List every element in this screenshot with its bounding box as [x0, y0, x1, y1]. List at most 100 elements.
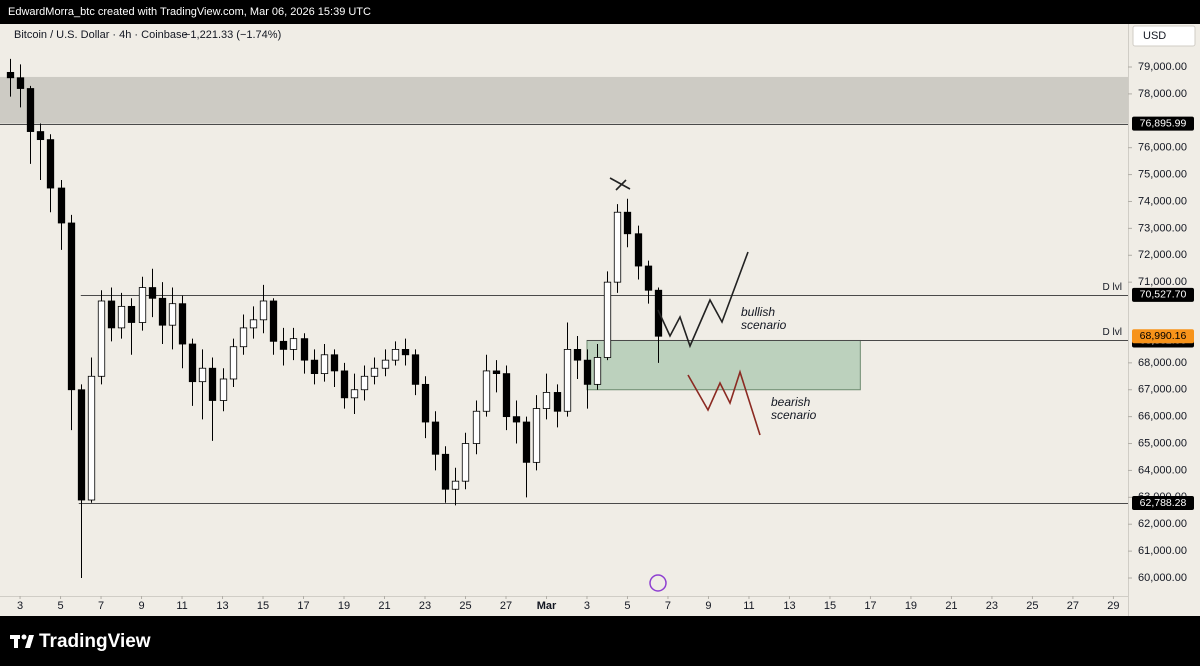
- zone: [586, 339, 861, 391]
- y-tick-label: 65,000.00: [1138, 437, 1187, 449]
- candle-body: [482, 370, 491, 412]
- candle-body: [310, 359, 319, 375]
- candle-body: [603, 281, 612, 358]
- candle-body: [350, 389, 359, 399]
- x-tick-label: 27: [500, 600, 512, 612]
- level-note: D lvl: [1103, 327, 1122, 338]
- attribution: EdwardMorra_btc created with TradingView…: [8, 6, 371, 18]
- candle-body: [573, 349, 582, 361]
- y-tick-label: 78,000.00: [1138, 88, 1187, 100]
- price-badge-label: 62,788.28: [1140, 497, 1187, 509]
- x-tick-label: 17: [864, 600, 876, 612]
- candle-body: [613, 211, 622, 283]
- candle-body: [127, 305, 136, 323]
- x-tick-label: 7: [665, 600, 671, 612]
- y-tick-label: 68,000.00: [1138, 357, 1187, 369]
- price-badge: [1132, 496, 1194, 511]
- candle-body: [46, 139, 55, 189]
- x-tick-label: 23: [419, 600, 431, 612]
- brand: TradingView: [39, 631, 151, 652]
- y-tick-label: 75,000.00: [1138, 168, 1187, 180]
- x-tick-label: 13: [783, 600, 795, 612]
- x-tick-label: 11: [743, 600, 754, 612]
- zone: [0, 76, 1128, 124]
- candle-body: [259, 300, 268, 321]
- y-tick-label: 72,000.00: [1138, 249, 1187, 261]
- y-tick-label: 73,000.00: [1138, 222, 1187, 234]
- candle-body: [188, 343, 197, 383]
- bearish-path: [687, 369, 761, 436]
- candle-body: [492, 370, 501, 375]
- chart-change: −1,221.33 (−1.74%): [184, 29, 281, 41]
- candle-body: [97, 300, 106, 377]
- candle-body: [563, 349, 572, 412]
- candle-body: [431, 421, 440, 455]
- annotation: scenario: [741, 318, 787, 332]
- y-tick-label: 79,000.00: [1138, 61, 1187, 73]
- x-tick-label: 3: [17, 600, 23, 612]
- candle-body: [77, 389, 86, 501]
- candle-body: [340, 370, 349, 399]
- price-badge: [1132, 329, 1194, 344]
- y-tick-label: 64,000.00: [1138, 464, 1187, 476]
- candle-body: [411, 354, 420, 385]
- candle-body: [26, 88, 35, 132]
- y-tick-label: 76,000.00: [1138, 142, 1187, 154]
- candle-body: [461, 443, 470, 482]
- candle-body: [249, 319, 258, 329]
- x-tick-label: 7: [98, 600, 104, 612]
- candle-body: [158, 297, 167, 326]
- candle-body: [634, 233, 643, 267]
- price-badge-label: 70,527.70: [1140, 289, 1187, 301]
- candle-body: [451, 480, 460, 490]
- y-tick-label: 71,000.00: [1138, 276, 1187, 288]
- candle-body: [512, 416, 521, 423]
- candle-body: [401, 349, 410, 356]
- candle-body: [654, 289, 663, 337]
- candle-body: [370, 367, 379, 377]
- candle-body: [391, 349, 400, 361]
- y-tick-label: 61,000.00: [1138, 545, 1187, 557]
- candle-body: [472, 410, 481, 444]
- x-tick-label: 25: [1026, 600, 1038, 612]
- candle-body: [644, 265, 653, 291]
- x-tick-label: 19: [338, 600, 350, 612]
- candle-body: [168, 303, 177, 326]
- logo: [10, 634, 34, 648]
- candle-body: [623, 211, 632, 235]
- x-tick-label: 13: [216, 600, 228, 612]
- candle-body: [269, 300, 278, 342]
- event-icon[interactable]: [649, 574, 667, 592]
- currency[interactable]: USD: [1143, 30, 1166, 42]
- bullish-path: [657, 251, 749, 349]
- annotation: bullish: [741, 305, 775, 319]
- candle-body: [107, 300, 116, 329]
- x-tick-label: 9: [705, 600, 711, 612]
- candle-body: [553, 392, 562, 412]
- x-tick-label: 11: [176, 600, 187, 612]
- x-tick-label: 23: [986, 600, 998, 612]
- price-badge-label: 68,990.16: [1140, 330, 1187, 342]
- x-tick-label: 19: [905, 600, 917, 612]
- currency-box[interactable]: [1132, 25, 1196, 47]
- x-tick-label: 25: [459, 600, 471, 612]
- candle-body: [67, 222, 76, 391]
- x-mark: [609, 177, 631, 191]
- annotation: scenario: [771, 408, 817, 422]
- candle-body: [542, 392, 551, 409]
- x-tick-label: 21: [945, 600, 957, 612]
- y-tick-label: 60,000.00: [1138, 572, 1187, 584]
- y-tick-label: 66,000.00: [1138, 411, 1187, 423]
- candle-body: [522, 421, 531, 463]
- candle-body: [36, 131, 45, 141]
- candle-body: [57, 187, 66, 224]
- x-tick-label: 21: [378, 600, 390, 612]
- x-tick-label: 15: [824, 600, 836, 612]
- x-tick-label: 5: [57, 600, 63, 612]
- x-tick-label: 3: [584, 600, 590, 612]
- x-tick-label: 15: [257, 600, 269, 612]
- x-tick-label: 17: [297, 600, 309, 612]
- candle-body: [532, 408, 541, 463]
- price-badge-label: 76,895.99: [1140, 117, 1187, 129]
